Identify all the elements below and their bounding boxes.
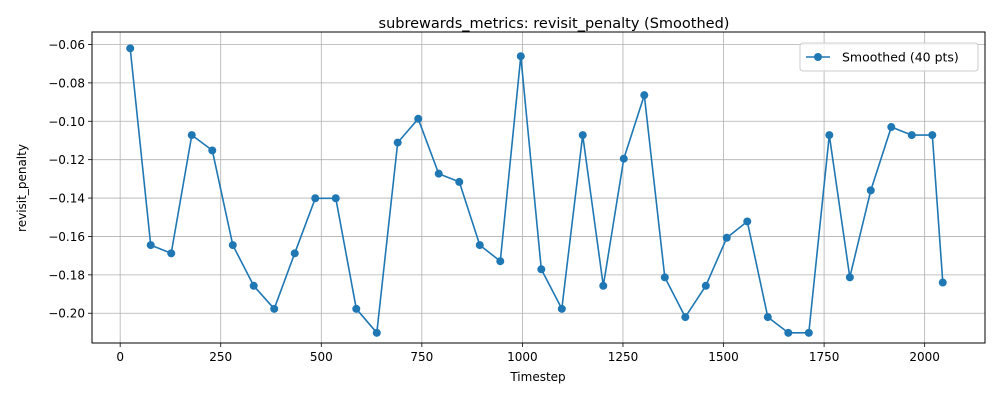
- y-tick-label: −0.14: [48, 192, 85, 206]
- legend-marker-swatch: [814, 53, 822, 61]
- data-point: [784, 328, 793, 337]
- data-point: [290, 249, 299, 258]
- y-tick-label: −0.18: [48, 268, 85, 282]
- y-axis-label: revisit_penalty: [15, 144, 29, 232]
- data-point: [270, 304, 279, 313]
- data-point: [928, 131, 937, 140]
- data-point: [414, 114, 423, 123]
- x-tick-label: 500: [310, 350, 333, 364]
- data-point: [208, 146, 217, 155]
- data-point: [228, 241, 237, 250]
- data-point: [187, 131, 196, 140]
- data-point: [434, 169, 443, 178]
- series-smoothed: [126, 44, 947, 337]
- data-point: [516, 52, 525, 61]
- y-tick-label: −0.06: [48, 38, 85, 52]
- y-tick-label: −0.08: [48, 76, 85, 90]
- legend-label: Smoothed (40 pts): [842, 50, 959, 65]
- data-point: [907, 131, 916, 140]
- plot-area-frame: [91, 31, 986, 344]
- x-tick-label: 1750: [809, 350, 840, 364]
- x-tick-label: 750: [410, 350, 433, 364]
- data-point: [763, 313, 772, 322]
- grid: [92, 32, 985, 343]
- data-point: [249, 281, 258, 290]
- x-axis-label: Timestep: [509, 370, 565, 384]
- data-point: [640, 91, 649, 100]
- y-tick-label: −0.20: [48, 307, 85, 321]
- data-point: [146, 241, 155, 250]
- data-point: [167, 249, 176, 258]
- data-point: [938, 278, 947, 287]
- y-tick-label: −0.10: [48, 115, 85, 129]
- data-point: [887, 123, 896, 132]
- data-point: [496, 257, 505, 266]
- y-axis: −0.20 −0.18 −0.16 −0.14 −0.12 −0.10 −0.08 −0.06: [48, 38, 92, 321]
- x-tick-label: 0: [116, 350, 124, 364]
- data-point: [455, 177, 464, 186]
- data-point: [701, 281, 710, 290]
- data-point: [331, 194, 340, 203]
- chart-title: subrewards_metrics: revisit_penalty (Smo…: [379, 16, 730, 32]
- x-tick-label: 1250: [608, 350, 639, 364]
- data-point: [372, 328, 381, 337]
- data-point: [393, 138, 402, 147]
- data-point: [537, 265, 546, 274]
- data-point: [681, 313, 690, 322]
- x-tick-label: 2000: [909, 350, 940, 364]
- data-point: [743, 217, 752, 226]
- data-point: [845, 273, 854, 282]
- data-point: [475, 241, 484, 250]
- series-line: [129, 48, 944, 334]
- data-point: [557, 304, 566, 313]
- data-point: [722, 233, 731, 242]
- data-point: [578, 131, 587, 140]
- y-tick-label: −0.16: [48, 230, 85, 244]
- y-tick-label: −0.12: [48, 153, 85, 167]
- data-point: [804, 328, 813, 337]
- data-point: [660, 273, 669, 282]
- data-point: [599, 281, 608, 290]
- legend: Smoothed (40 pts): [799, 42, 979, 72]
- x-axis: 0 250 500 750 1000 1250 1500 1750 2000: [116, 343, 940, 364]
- data-point: [311, 194, 320, 203]
- x-tick-label: 1500: [708, 350, 739, 364]
- x-tick-label: 250: [209, 350, 232, 364]
- legend-box: [799, 42, 979, 72]
- data-point: [825, 131, 834, 140]
- data-point: [866, 186, 875, 195]
- data-point: [352, 304, 361, 313]
- x-tick-label: 1000: [507, 350, 538, 364]
- data-point: [126, 44, 135, 53]
- data-point: [619, 154, 628, 163]
